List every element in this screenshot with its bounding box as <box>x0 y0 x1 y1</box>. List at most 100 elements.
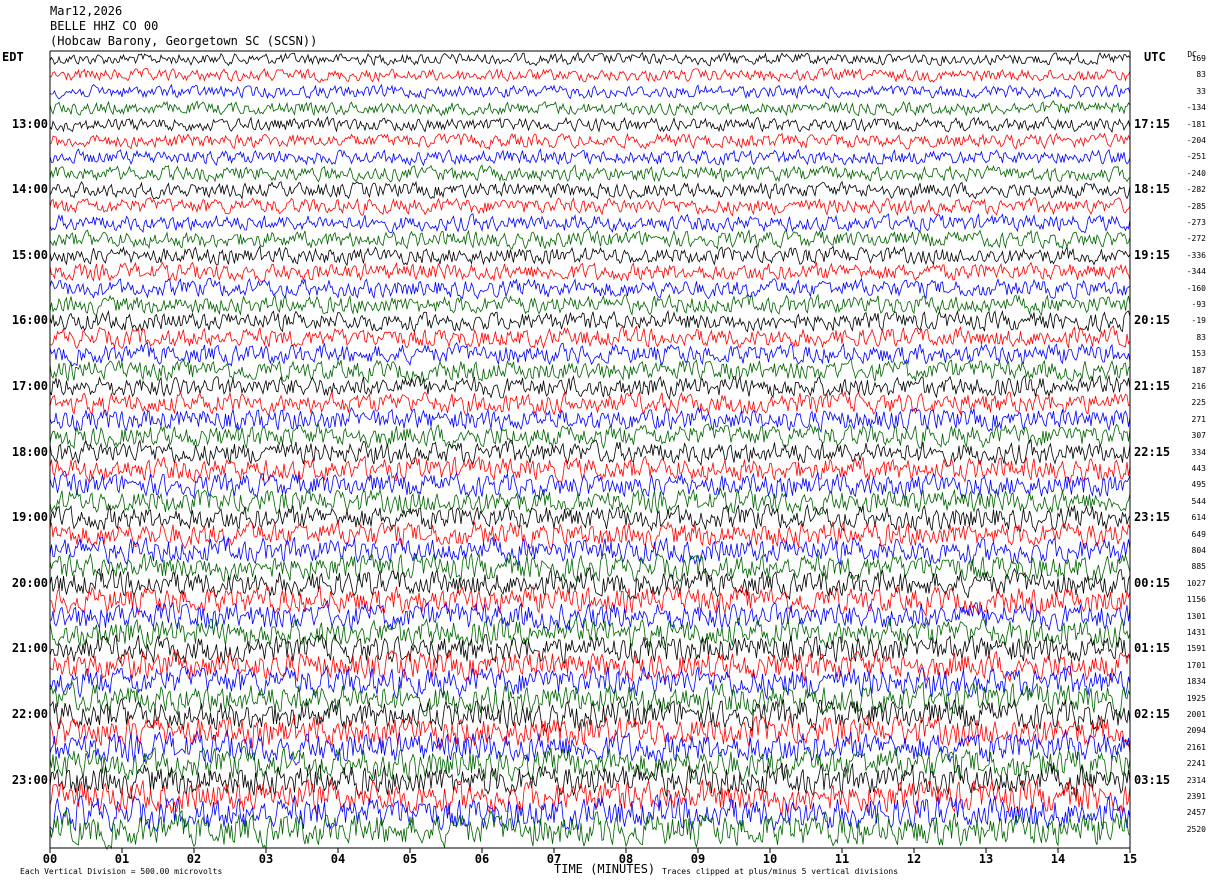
footer-scale-note: Each Vertical Division = 500.00 microvol… <box>20 867 223 876</box>
dc-offset-label: -344 <box>1186 267 1206 277</box>
edt-time-label: 15:00 <box>11 247 48 262</box>
seismic-trace <box>49 584 1131 618</box>
utc-time-label: 19:15 <box>1134 247 1171 262</box>
edt-time-label: 14:00 <box>11 182 48 197</box>
utc-time-label: 02:15 <box>1134 707 1171 721</box>
utc-time-label: 03:15 <box>1134 772 1171 787</box>
dc-offset-label: 187 <box>1191 365 1206 375</box>
dc-offset-label: -19 <box>1191 316 1206 326</box>
seismic-trace <box>49 422 1131 450</box>
x-tick-label: 01 <box>114 852 130 866</box>
dc-offset-label: -272 <box>1186 234 1206 244</box>
seismic-trace <box>49 277 1131 300</box>
seismic-trace <box>49 470 1131 500</box>
edt-time-label: 18:00 <box>11 444 48 459</box>
seismic-trace <box>49 566 1131 601</box>
dc-offset-label: 1156 <box>1186 595 1206 605</box>
plot-axes <box>49 50 1131 853</box>
seismic-trace <box>49 67 1131 83</box>
dc-offset-label: 1431 <box>1186 628 1206 637</box>
dc-offset-label: 649 <box>1191 529 1206 539</box>
x-axis-title: TIME (MINUTES) <box>554 862 656 876</box>
edt-time-label: 17:00 <box>11 379 48 393</box>
seismic-trace <box>49 696 1131 734</box>
dc-offset-label: 614 <box>1191 513 1206 523</box>
edt-axis-title: EDT <box>2 50 24 64</box>
x-tick-label: 02 <box>186 852 202 866</box>
seismic-trace <box>49 648 1131 683</box>
dc-offset-label: -240 <box>1186 168 1206 178</box>
utc-time-label: 20:15 <box>1134 313 1171 328</box>
seismic-trace <box>49 341 1131 367</box>
dc-offset-label: 2457 <box>1186 808 1206 818</box>
header-station: BELLE HHZ CO 00 <box>50 19 159 33</box>
seismic-trace <box>49 228 1131 250</box>
dc-offset-label: 2001 <box>1186 710 1206 719</box>
utc-time-label: 18:15 <box>1134 182 1171 197</box>
dc-offset-label: -273 <box>1186 218 1206 227</box>
dc-offset-label: 804 <box>1191 546 1206 555</box>
x-tick-label: 12 <box>906 852 922 866</box>
x-tick-label: 00 <box>42 852 58 866</box>
seismic-trace <box>49 132 1131 150</box>
x-tick-label: 14 <box>1050 852 1066 866</box>
seismic-trace <box>49 487 1131 516</box>
x-tick-label: 03 <box>258 852 274 866</box>
seismic-trace <box>49 212 1131 234</box>
seismic-trace <box>49 503 1131 534</box>
seismic-trace <box>49 455 1131 484</box>
seismic-trace <box>49 261 1131 283</box>
dc-offset-label: 443 <box>1191 464 1206 473</box>
x-tick-label: 07 <box>546 852 562 866</box>
dc-offset-label: -251 <box>1186 152 1206 162</box>
x-tick-label: 11 <box>834 852 850 866</box>
x-tick-label: 13 <box>978 852 994 866</box>
edt-time-label: 22:00 <box>11 707 48 721</box>
seismic-trace <box>49 713 1131 749</box>
seismic-trace <box>49 180 1131 200</box>
x-tick-label: 08 <box>618 852 634 866</box>
dc-offset-label: 1301 <box>1186 611 1206 621</box>
seismic-trace <box>49 100 1131 117</box>
seismic-trace <box>49 244 1131 267</box>
dc-offset-label: -160 <box>1186 283 1206 293</box>
seismic-trace <box>49 406 1131 434</box>
x-tick-label: 10 <box>762 852 778 866</box>
dc-offset-label: -204 <box>1186 136 1206 145</box>
edt-time-label: 23:00 <box>11 772 48 787</box>
seismic-trace <box>49 148 1131 167</box>
dc-offset-label: 885 <box>1191 562 1206 572</box>
dc-offset-label: 1834 <box>1186 677 1206 687</box>
x-tick-label: 04 <box>330 852 346 866</box>
seismic-trace <box>49 357 1131 384</box>
edt-time-label: 20:00 <box>11 575 48 590</box>
dc-offset-label: 2094 <box>1186 726 1206 736</box>
dc-offset-label: 169 <box>1191 54 1206 63</box>
utc-axis-title: UTC <box>1144 50 1166 64</box>
dc-offset-label: 2161 <box>1186 742 1206 752</box>
seismic-trace <box>49 197 1131 217</box>
dc-offset-label: 1027 <box>1186 578 1206 588</box>
seismic-trace <box>49 51 1131 67</box>
dc-offset-label: 1591 <box>1186 644 1206 654</box>
seismic-trace <box>49 83 1131 100</box>
dc-offset-label: 1925 <box>1186 693 1206 703</box>
seismic-trace <box>49 116 1131 134</box>
dc-offset-label: 225 <box>1191 398 1206 408</box>
utc-time-label: 22:15 <box>1134 444 1171 459</box>
seismic-trace <box>49 808 1131 851</box>
dc-offset-label: 153 <box>1191 349 1206 359</box>
seismic-trace <box>49 762 1131 800</box>
seismic-trace <box>49 390 1131 417</box>
seismic-trace <box>49 681 1131 718</box>
seismic-trace <box>49 309 1131 334</box>
x-tick-label: 15 <box>1122 852 1138 866</box>
dc-offset-label: -282 <box>1186 185 1206 195</box>
dc-offset-label: -181 <box>1186 119 1206 129</box>
seismic-traces <box>49 51 1131 851</box>
utc-time-label: 00:15 <box>1134 575 1171 590</box>
dc-offset-label: 334 <box>1191 447 1206 457</box>
dc-offset-label: 33 <box>1196 86 1206 96</box>
dc-offset-label: 307 <box>1191 431 1206 441</box>
